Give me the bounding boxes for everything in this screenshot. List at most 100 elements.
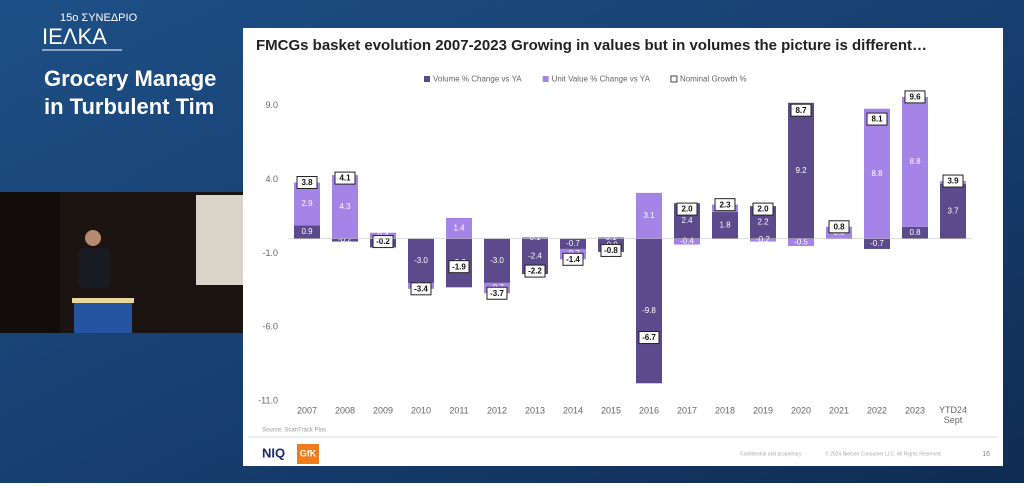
y-tick-label: 4.0 xyxy=(265,174,278,184)
value-label: 8.8 xyxy=(909,157,921,166)
nominal-box xyxy=(600,243,622,257)
value-label: -2.2 xyxy=(528,267,542,276)
nominal-box xyxy=(486,286,508,300)
nominal-box xyxy=(904,90,926,104)
value-label: 2.2 xyxy=(757,217,769,226)
legend-label: Unit Value % Change vs YA xyxy=(552,75,651,84)
chart-title: FMCGs basket evolution 2007-2023 Growing… xyxy=(256,37,927,54)
value-label: -2.4 xyxy=(528,251,542,260)
x-tick-label: 2020 xyxy=(791,405,811,415)
value-label: -3.0 xyxy=(490,256,504,265)
bar xyxy=(712,212,738,239)
value-label: 4.3 xyxy=(339,202,351,211)
value-label: -0.2 xyxy=(338,235,352,244)
bar xyxy=(294,182,320,226)
copyright: © 2024 Nielsen Consumer LLC. All Rights … xyxy=(825,450,941,457)
bar xyxy=(636,238,662,384)
bar xyxy=(902,226,928,239)
value-label: 0.1 xyxy=(605,233,617,242)
nominal-box xyxy=(714,198,736,212)
value-label: -3.0 xyxy=(414,256,428,265)
nominal-box xyxy=(942,174,964,188)
bar xyxy=(788,102,814,239)
value-label: 4.1 xyxy=(339,174,351,183)
legend-swatch xyxy=(542,76,549,82)
value-label: 3.7 xyxy=(947,206,959,215)
bar xyxy=(294,225,320,239)
x-tick-label: 2016 xyxy=(639,405,659,415)
bar xyxy=(940,184,966,239)
value-label: 2.3 xyxy=(719,200,731,209)
y-tick-label: -6.0 xyxy=(262,322,278,332)
confidential: Confidential and proprietary xyxy=(740,451,802,457)
value-label: 9.6 xyxy=(909,93,921,102)
x-tick-label: 2022 xyxy=(867,405,887,415)
value-label: -3.7 xyxy=(490,289,504,298)
x-tick-label: 2011 xyxy=(449,405,468,415)
value-label: -9.8 xyxy=(642,306,656,315)
value-label: 8.1 xyxy=(871,115,883,124)
speaker-video xyxy=(0,192,243,333)
y-tick-label: -1.0 xyxy=(262,248,278,258)
page-number: 16 xyxy=(982,451,990,458)
bar xyxy=(332,175,358,239)
value-label: -6.7 xyxy=(642,333,656,342)
nominal-box xyxy=(296,176,318,190)
logo: GfK xyxy=(300,448,317,458)
x-tick-label: 2023 xyxy=(905,405,925,415)
value-label: 2.4 xyxy=(681,216,693,225)
x-tick-label: YTD24 Sept xyxy=(939,405,967,425)
value-label: 1.8 xyxy=(719,220,731,229)
value-label: 0.9 xyxy=(301,227,313,236)
bar xyxy=(864,238,890,249)
nominal-box xyxy=(790,103,812,117)
value-label: 2.0 xyxy=(681,205,693,214)
value-label: 8.8 xyxy=(871,169,883,178)
nominal-box xyxy=(676,202,698,216)
bar xyxy=(332,238,358,242)
value-label: 1.4 xyxy=(453,223,465,232)
nominal-box xyxy=(638,331,660,345)
value-label: 0.8 xyxy=(909,228,921,237)
value-label: 9.2 xyxy=(795,166,807,175)
value-label: 0.8 xyxy=(833,222,845,231)
x-tick-label: 2019 xyxy=(753,405,773,415)
value-label: 3.1 xyxy=(643,211,655,220)
value-label: -1.4 xyxy=(566,255,580,264)
value-label: -0.2 xyxy=(756,235,770,244)
bar xyxy=(864,108,890,239)
logo-box xyxy=(297,444,319,464)
headline: in Turbulent Tim xyxy=(44,94,214,119)
x-tick-label: 2014 xyxy=(563,405,583,415)
value-label: 8.7 xyxy=(795,106,807,115)
value-label: -0.5 xyxy=(794,237,808,246)
value-label: -0.7 xyxy=(870,239,884,248)
value-label: -0.8 xyxy=(604,246,618,255)
value-label: -3.4 xyxy=(414,284,428,293)
x-tick-label: 2013 xyxy=(525,405,545,415)
bar xyxy=(522,237,548,239)
y-tick-label: -11.0 xyxy=(258,395,278,405)
y-tick-label: 9.0 xyxy=(265,100,278,110)
legend-swatch xyxy=(670,75,678,83)
x-tick-label: 2010 xyxy=(411,405,431,415)
x-tick-label: 2012 xyxy=(487,405,507,415)
value-label: 2.9 xyxy=(301,199,313,208)
value-label: 0.1 xyxy=(529,233,541,242)
x-tick-label: 2021 xyxy=(829,405,849,415)
x-tick-label: 2017 xyxy=(677,405,697,415)
value-label: -1.9 xyxy=(452,262,466,271)
bar xyxy=(788,238,814,246)
bar xyxy=(750,238,776,242)
headline: Grocery Manage xyxy=(44,66,216,91)
source: Source: ScanTrack Plus xyxy=(262,428,326,434)
x-tick-label: 2007 xyxy=(297,405,317,415)
value-label: 3.9 xyxy=(947,177,959,186)
value-label: 3.8 xyxy=(301,178,313,187)
nominal-box xyxy=(524,264,546,278)
nominal-box xyxy=(448,260,470,274)
bar xyxy=(636,192,662,239)
nominal-box xyxy=(866,112,888,126)
x-tick-label: 2008 xyxy=(335,405,355,415)
